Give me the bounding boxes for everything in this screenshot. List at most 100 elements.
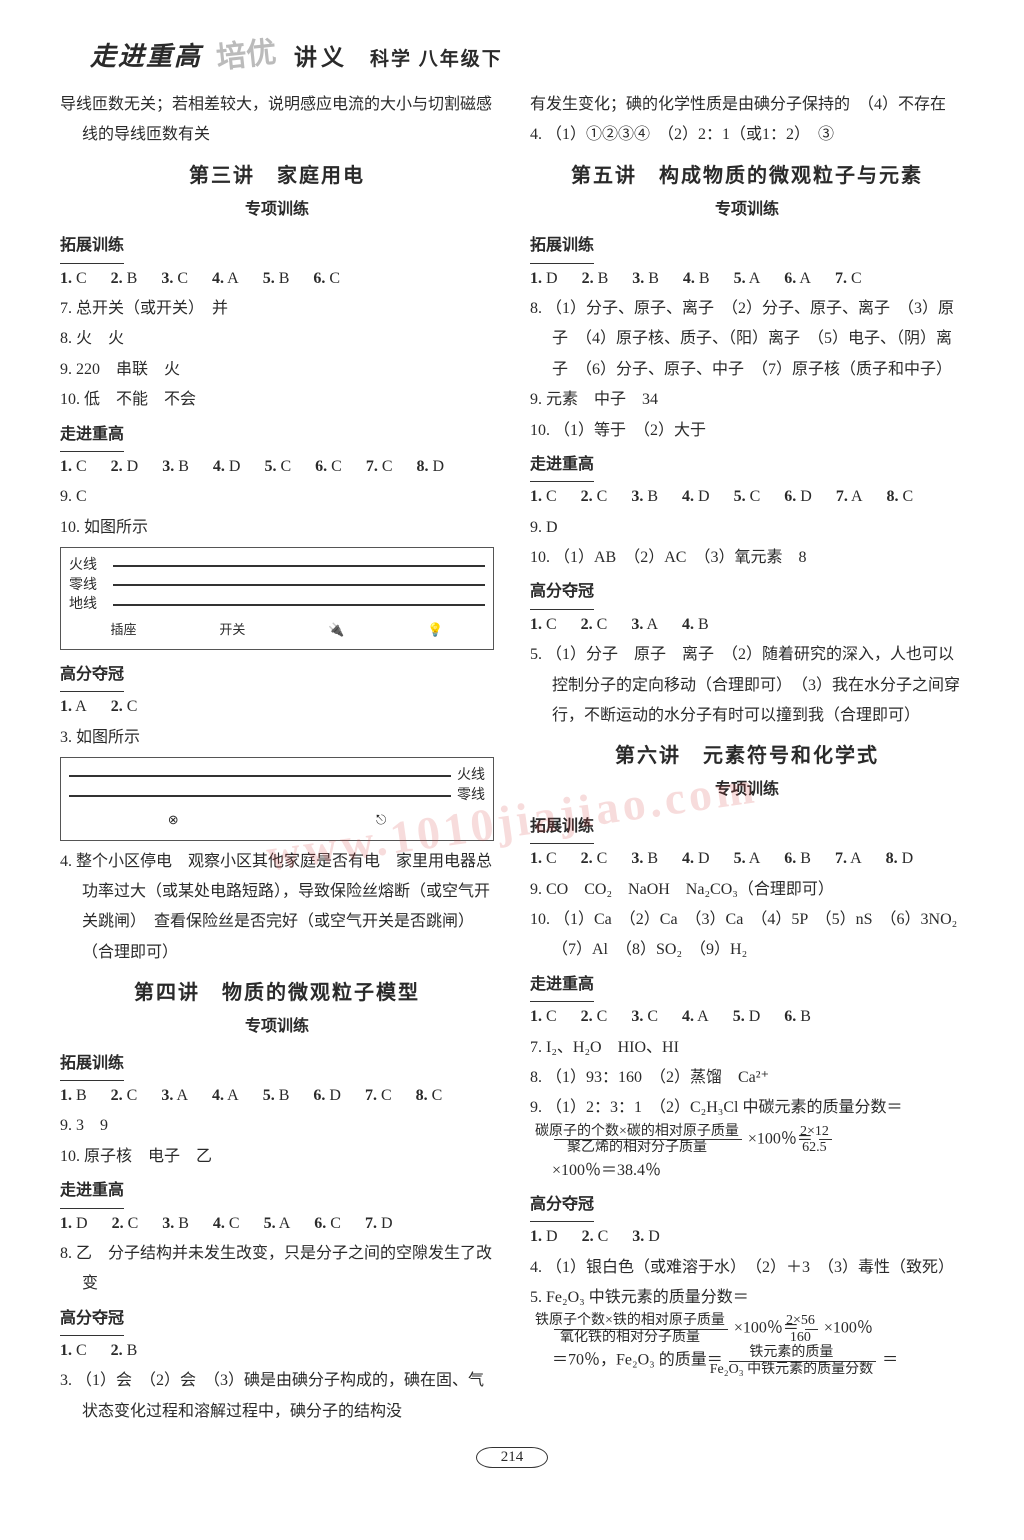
q: 1. (60, 698, 72, 715)
a: C (229, 1215, 240, 1232)
l4-tz9: 9. 3 9 (60, 1111, 494, 1141)
q: 2. (111, 1342, 123, 1359)
q: 2. (112, 1215, 124, 1232)
frac-den: 聚乙烯的相对分子质量 (554, 1140, 742, 1155)
lesson3-sec-zg: 走进重高 (60, 420, 124, 452)
l6-gf5-mid2: ×100％ (824, 1320, 873, 1337)
q: 6. (315, 458, 327, 475)
a: D (229, 458, 241, 475)
a: A (279, 1215, 291, 1232)
q: 2. (582, 270, 594, 287)
a: C (329, 270, 340, 287)
a: C (382, 458, 393, 475)
a: C (128, 1215, 139, 1232)
q: 5. (733, 1008, 745, 1025)
a: C (127, 698, 138, 715)
lesson6-sec-zg: 走进重高 (530, 970, 594, 1002)
l6-zg9-tail: ×100％＝38.4％ (552, 1162, 661, 1179)
cont4-text: 有发生变化；碘的化学性质是由碘分子保持的 （4）不存在 (530, 90, 964, 120)
a: A (75, 698, 87, 715)
circuit-figure-1: 火线 零线 地线 插座 开关 🔌 💡 (60, 547, 494, 650)
a: B (698, 616, 709, 633)
a: A (850, 850, 862, 867)
q: 5. (263, 1087, 275, 1104)
r-q4: 4. （1）①②③④ （2）2：1（或1：2） ③ (530, 120, 964, 150)
frac-den: 62.5 (819, 1140, 832, 1155)
l4-tz10: 10. 原子核 电子 乙 (60, 1142, 494, 1172)
a: B (647, 850, 658, 867)
a: A (749, 270, 761, 287)
l5-tz9: 9. 元素 中子 34 (530, 385, 964, 415)
a: A (799, 270, 811, 287)
masthead: 走进重高 培优 讲义 科学 八年级下 (60, 30, 964, 74)
a: C (177, 270, 188, 287)
frac-den: 氧化铁的相对分子质量 (554, 1330, 728, 1345)
q: 4. (212, 270, 224, 287)
q: 5. (734, 270, 746, 287)
q: 2. (581, 488, 593, 505)
q: 3. (631, 1008, 643, 1025)
q: 2. (111, 270, 123, 287)
fig1-dev1: 插座 (110, 621, 136, 639)
l6-gf5-pre: 5. Fe₂O₃ 中铁元素的质量分数＝ (530, 1289, 749, 1306)
q: 2. (111, 698, 123, 715)
fig1-ground: 地线 (69, 595, 107, 615)
lesson5-title: 第五讲 构成物质的微观粒子与元素 (530, 157, 964, 195)
a: C (546, 850, 557, 867)
socket-icon: 🔌 (328, 621, 344, 639)
a: B (127, 1342, 138, 1359)
wire-icon (113, 565, 485, 567)
lesson6-title: 第六讲 元素符号和化学式 (530, 737, 964, 775)
circuit-figure-2: 火线 零线 ⊗⎋ (60, 757, 494, 840)
frac-num: 铁原子个数×铁的相对原子质量 (554, 1313, 728, 1329)
l6-zg9-pre: 9. （1）2：3：1 （2）C₂H₃Cl 中碳元素的质量分数＝ (530, 1099, 903, 1116)
a: B (127, 270, 138, 287)
a: B (648, 270, 659, 287)
a: D (749, 1008, 761, 1025)
a: D (698, 488, 710, 505)
q: 1. (530, 616, 542, 633)
q: 3. (162, 458, 174, 475)
l5-tz10: 10. （1）等于 （2）大于 (530, 416, 964, 446)
lesson5-sec-gf: 高分夺冠 (530, 577, 594, 609)
a: D (546, 1228, 558, 1245)
a: A (176, 1087, 188, 1104)
lesson3-title: 第三讲 家庭用电 (60, 157, 494, 195)
lesson5-sec-tz: 拓展训练 (530, 231, 594, 263)
a: A (227, 270, 239, 287)
bulb-icon: ⊗ (168, 811, 179, 829)
l4-gf-mc: 1. C 2. B (60, 1336, 494, 1366)
wire-icon (69, 795, 451, 797)
a: C (381, 1087, 392, 1104)
a: B (279, 1087, 290, 1104)
a: C (127, 1087, 138, 1104)
l6-zg8: 8. （1）93：160 （2）蒸馏 Ca²⁺ (530, 1063, 964, 1093)
l6-zg9: 9. （1）2：3：1 （2）C₂H₃Cl 中碳元素的质量分数＝ 碳原子的个数×… (530, 1093, 964, 1186)
fraction: 铁元素的质量 Fe₂O₃ 中铁元素的质量分数 (729, 1345, 876, 1377)
l5-gf5: 5. （1）分子 原子 离子 （2）随着研究的深入，人也可以控制分子的定向移动（… (530, 640, 964, 731)
a: C (330, 1215, 341, 1232)
a: C (280, 458, 291, 475)
lesson5-sec-zg: 走进重高 (530, 450, 594, 482)
q: 3. (632, 270, 644, 287)
l6-zg7: 7. I₂、H₂O HIO、HI (530, 1033, 964, 1063)
q: 2. (582, 1228, 594, 1245)
frac-num: 2×56 (805, 1313, 818, 1329)
a: D (648, 1228, 660, 1245)
l3-tz7: 7. 总开关（或开关） 并 (60, 294, 494, 324)
a: B (800, 1008, 811, 1025)
q: 3. (161, 270, 173, 287)
l3-zg9: 9. C (60, 482, 494, 512)
a: B (800, 850, 811, 867)
a: B (699, 270, 710, 287)
a: C (597, 1008, 608, 1025)
q: 1. (60, 1087, 72, 1104)
l3-zg10: 10. 如图所示 (60, 513, 494, 543)
l6-gf5: 5. Fe₂O₃ 中铁元素的质量分数＝ 铁原子个数×铁的相对原子质量 氧化铁的相… (530, 1283, 964, 1377)
lecture-label: 讲义 (294, 38, 348, 72)
a: D (76, 1215, 88, 1232)
q: 7. (366, 458, 378, 475)
lesson4-sec-zg: 走进重高 (60, 1176, 124, 1208)
fraction: 铁原子个数×铁的相对原子质量 氧化铁的相对分子质量 (554, 1313, 728, 1345)
a: B (178, 458, 189, 475)
